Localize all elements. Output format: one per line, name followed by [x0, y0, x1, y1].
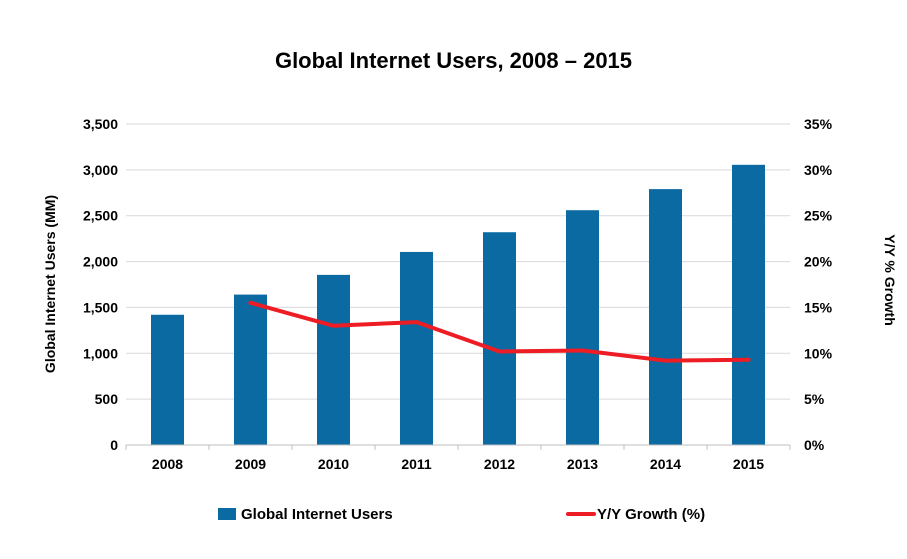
- y2-tick-label: 5%: [804, 391, 825, 407]
- growth-point: [663, 358, 668, 363]
- y2-tick-label: 20%: [804, 254, 833, 270]
- x-tick-label: 2014: [650, 456, 681, 472]
- growth-point: [331, 323, 336, 328]
- y-tick-label: 2,500: [83, 208, 118, 224]
- chart-title: Global Internet Users, 2008 – 2015: [274, 48, 633, 73]
- bar: [317, 274, 350, 445]
- x-tick-label: 2008: [152, 456, 183, 472]
- bar: [566, 210, 599, 445]
- bar: [649, 189, 682, 445]
- x-tick-label: 2015: [733, 456, 764, 472]
- gridlines: [126, 123, 790, 400]
- bar: [483, 232, 516, 445]
- y2-tick-label: 15%: [804, 299, 833, 315]
- y-tick-label: 500: [95, 391, 119, 407]
- y2-tick-label: 0%: [804, 437, 825, 453]
- x-tick-label: 2013: [567, 456, 598, 472]
- y2-tick-label: 25%: [804, 208, 833, 224]
- x-tick-label: 2012: [484, 456, 515, 472]
- x-tick-label: 2009: [235, 456, 266, 472]
- legend-bar-label: Global Internet Users: [241, 506, 393, 523]
- y2-axis-title: Y/Y % Growth: [882, 234, 898, 326]
- y-tick-label: 1,000: [83, 345, 118, 361]
- y2-tick-label: 10%: [804, 345, 833, 361]
- bars: [151, 164, 765, 445]
- y-tick-label: 3,000: [83, 162, 118, 178]
- y2-tick-label: 35%: [804, 116, 833, 132]
- bar: [732, 164, 765, 445]
- bar: [400, 251, 433, 445]
- y-tick-label: 1,500: [83, 299, 118, 315]
- growth-point: [497, 349, 502, 354]
- growth-line-layer: [248, 300, 751, 363]
- legend-bar-swatch: [218, 508, 236, 520]
- legend-line-label: Y/Y Growth (%): [597, 506, 705, 523]
- bar: [151, 314, 184, 445]
- y2-tick-label: 30%: [804, 162, 833, 178]
- y-tick-label: 2,000: [83, 254, 118, 270]
- legend: Global Internet Users Y/Y Growth (%): [218, 506, 705, 523]
- growth-point: [414, 320, 419, 325]
- growth-point: [580, 348, 585, 353]
- y-tick-label: 0: [110, 437, 118, 453]
- x-tick-label: 2011: [401, 456, 432, 472]
- growth-point: [746, 357, 751, 362]
- growth-point: [248, 300, 253, 305]
- y-axis-title: Global Internet Users (MM): [42, 195, 58, 373]
- x-tick-label: 2010: [318, 456, 349, 472]
- bar: [234, 294, 267, 445]
- axes: 0 500 1,000 1,500 2,000 2,500 3,000 3,500 0% 5% 10…: [83, 116, 833, 472]
- y-tick-label: 3,500: [83, 116, 118, 132]
